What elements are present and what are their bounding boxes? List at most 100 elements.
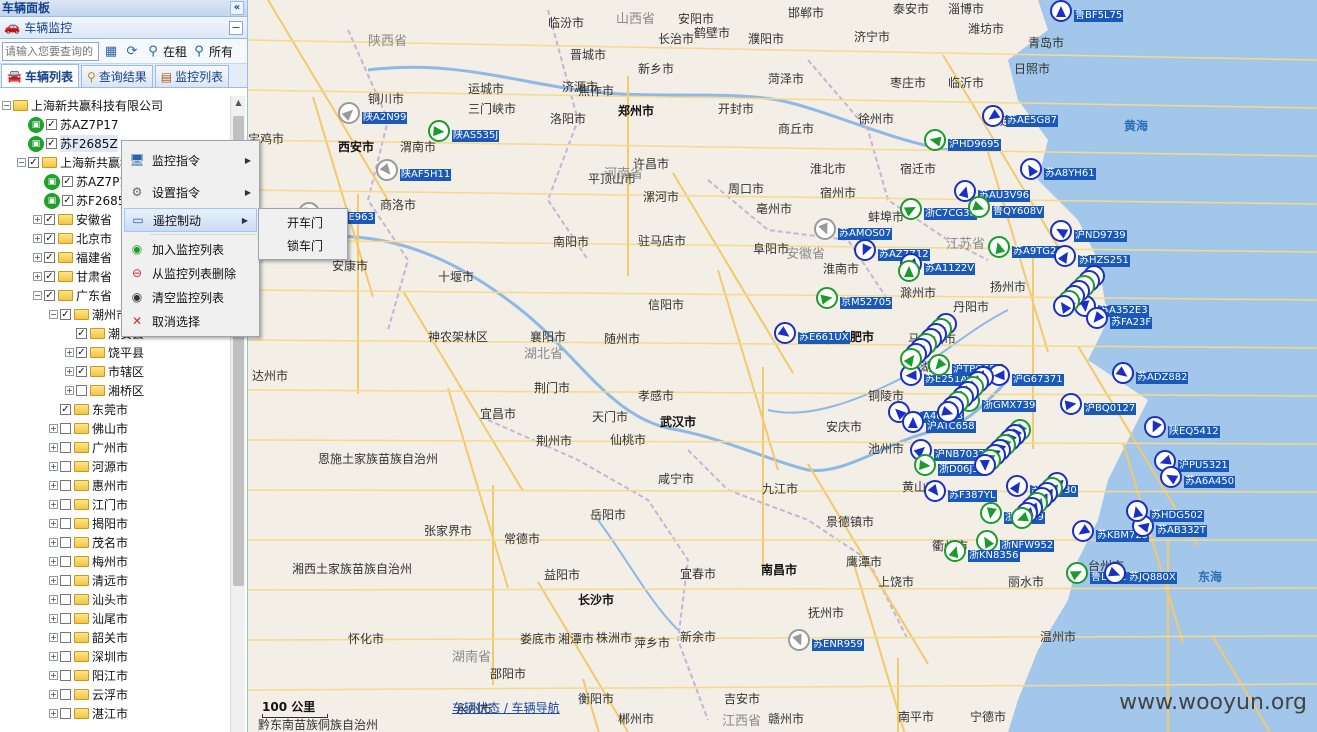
- vehicle-marker-icon[interactable]: [976, 530, 998, 552]
- vehicle-plate-label[interactable]: 苏FA23F: [1110, 317, 1153, 329]
- expand-icon[interactable]: +: [49, 519, 58, 528]
- tree-group-node[interactable]: + ✓ 甘肃省: [0, 267, 230, 286]
- vehicle-plate-label[interactable]: 沪HD9695: [948, 139, 1001, 151]
- vehicle-marker-icon[interactable]: [1006, 475, 1028, 497]
- expand-icon[interactable]: +: [49, 557, 58, 566]
- vehicle-plate-label[interactable]: 陕A2N99: [362, 112, 408, 124]
- vehicle-marker-icon[interactable]: [924, 129, 946, 151]
- tree-checkbox[interactable]: [60, 442, 71, 453]
- tree-vehicle-node[interactable]: ▣ ✓ 苏F2685Z: [0, 134, 230, 153]
- vehicle-plate-label[interactable]: 陕AS535J: [452, 130, 500, 142]
- calculator-icon[interactable]: ▦: [104, 43, 118, 59]
- vehicle-marker-icon[interactable]: [1126, 500, 1148, 522]
- collapse-icon[interactable]: −: [33, 291, 42, 300]
- tree-checkbox[interactable]: [60, 575, 71, 586]
- tree-group-node[interactable]: + ✓ 饶平县: [0, 343, 230, 362]
- vehicle-plate-label[interactable]: 苏ADZ882: [1136, 372, 1189, 384]
- tree-checkbox[interactable]: ✓: [28, 157, 39, 168]
- vehicle-marker-icon[interactable]: [1020, 158, 1042, 180]
- vehicle-marker-icon[interactable]: [1054, 245, 1076, 267]
- tree-vehicle-node[interactable]: ▣ ✓ 苏AZ7P1: [0, 172, 230, 191]
- tree-group-node[interactable]: + 清远市: [0, 571, 230, 590]
- tree-group-node[interactable]: + ✓ 北京市: [0, 229, 230, 248]
- tree-group-node[interactable]: + 云浮市: [0, 685, 230, 704]
- tree-checkbox[interactable]: ✓: [44, 252, 55, 263]
- menu-item-4[interactable]: ◉ 加入监控列表: [122, 237, 259, 261]
- tree-group-node[interactable]: + 揭阳市: [0, 514, 230, 533]
- refresh-icon[interactable]: ⟳: [126, 43, 138, 59]
- tree-group-node[interactable]: + 茂名市: [0, 533, 230, 552]
- expand-icon[interactable]: +: [65, 386, 74, 395]
- vehicle-cluster-marker-icon[interactable]: [937, 401, 959, 423]
- vehicle-plate-label[interactable]: 沪NB7032: [934, 449, 986, 461]
- vehicle-plate-label[interactable]: 浙C7CG38: [924, 208, 977, 220]
- vehicle-marker-icon[interactable]: [1050, 220, 1072, 242]
- tree-checkbox[interactable]: [60, 461, 71, 472]
- tree-group-node[interactable]: − ✓ 潮州市: [0, 305, 230, 324]
- vehicle-marker-icon[interactable]: [914, 454, 936, 476]
- tree-checkbox[interactable]: [60, 499, 71, 510]
- tree-group-node[interactable]: + ✓ 福建省: [0, 248, 230, 267]
- tree-checkbox[interactable]: [60, 651, 71, 662]
- tree-group-node[interactable]: + 汕尾市: [0, 609, 230, 628]
- search-all-button[interactable]: ⚲ 所有: [190, 42, 233, 60]
- tree-checkbox[interactable]: [60, 537, 71, 548]
- vehicle-plate-label[interactable]: 苏A6A450: [1184, 476, 1236, 488]
- tree-checkbox[interactable]: [60, 708, 71, 719]
- vehicle-plate-label[interactable]: 苏HZS251: [1078, 255, 1130, 267]
- vehicle-plate-label[interactable]: 沪PU5321: [1178, 460, 1229, 472]
- vehicle-marker-icon[interactable]: [900, 198, 922, 220]
- tree-checkbox[interactable]: ✓: [44, 290, 55, 301]
- expand-icon[interactable]: +: [49, 443, 58, 452]
- tree-group-node[interactable]: + 湛江市: [0, 704, 230, 723]
- vehicle-plate-label[interactable]: 陕AF5H11: [400, 169, 452, 181]
- expand-icon[interactable]: +: [65, 348, 74, 357]
- tree-checkbox[interactable]: ✓: [76, 366, 87, 377]
- menu-item-1[interactable]: 🖥 监控指令 ▶: [122, 144, 259, 176]
- tree-group-node[interactable]: ✓ 东莞市: [0, 400, 230, 419]
- tree-checkbox[interactable]: ✓: [46, 119, 57, 130]
- tree-checkbox[interactable]: [60, 689, 71, 700]
- expand-icon[interactable]: +: [49, 614, 58, 623]
- vehicle-marker-icon[interactable]: [1160, 466, 1182, 488]
- vehicle-marker-icon[interactable]: [968, 196, 990, 218]
- vehicle-marker-icon[interactable]: [1104, 562, 1126, 584]
- tree-group-node[interactable]: + 河源市: [0, 457, 230, 476]
- tree-group-node[interactable]: + 韶关市: [0, 628, 230, 647]
- tree-checkbox[interactable]: ✓: [44, 233, 55, 244]
- vehicle-marker-icon[interactable]: [1072, 520, 1094, 542]
- expand-icon[interactable]: +: [49, 500, 58, 509]
- vehicle-plate-label[interactable]: 陕EQ5412: [1168, 426, 1220, 438]
- tree-checkbox[interactable]: [76, 385, 87, 396]
- vehicle-marker-icon[interactable]: [1050, 0, 1072, 22]
- tree-checkbox[interactable]: ✓: [76, 347, 87, 358]
- tree-group-node[interactable]: + 湘桥区: [0, 381, 230, 400]
- vehicle-plate-label[interactable]: 苏A9TG26: [1012, 246, 1064, 258]
- minimize-monitor-button[interactable]: −: [229, 21, 243, 35]
- vehicle-marker-icon[interactable]: [816, 287, 838, 309]
- tree-checkbox[interactable]: ✓: [46, 138, 57, 149]
- vehicle-marker-icon[interactable]: [1144, 416, 1166, 438]
- tree-checkbox[interactable]: [60, 670, 71, 681]
- tree-vehicle-node[interactable]: ▣ ✓ 苏AZ7P17: [0, 115, 230, 134]
- vehicle-marker-icon[interactable]: [788, 629, 810, 651]
- menu-item-7[interactable]: ✕ 取消选择: [122, 309, 259, 333]
- vehicle-cluster-marker-icon[interactable]: [1053, 295, 1075, 317]
- tree-checkbox[interactable]: ✓: [44, 214, 55, 225]
- vehicle-cluster-marker-icon[interactable]: [1011, 507, 1033, 529]
- vehicle-marker-icon[interactable]: [338, 102, 360, 124]
- vehicle-marker-icon[interactable]: [1060, 393, 1082, 415]
- tree-checkbox[interactable]: [60, 423, 71, 434]
- tree-checkbox[interactable]: [60, 518, 71, 529]
- tree-group-node[interactable]: − ✓ 上海新共赢科: [0, 153, 230, 172]
- tree-checkbox[interactable]: ✓: [60, 404, 71, 415]
- tree-group-node[interactable]: − ✓ 广东省: [0, 286, 230, 305]
- tree-group-node[interactable]: + 汕头市: [0, 590, 230, 609]
- vehicle-marker-icon[interactable]: [814, 218, 836, 240]
- expand-icon[interactable]: +: [49, 538, 58, 547]
- tree-group-node[interactable]: + ✓ 安徽省: [0, 210, 230, 229]
- vehicle-plate-label[interactable]: 苏HDG502: [1150, 510, 1205, 522]
- vehicle-marker-icon[interactable]: [944, 540, 966, 562]
- tree-checkbox[interactable]: [60, 480, 71, 491]
- tree-checkbox[interactable]: ✓: [44, 271, 55, 282]
